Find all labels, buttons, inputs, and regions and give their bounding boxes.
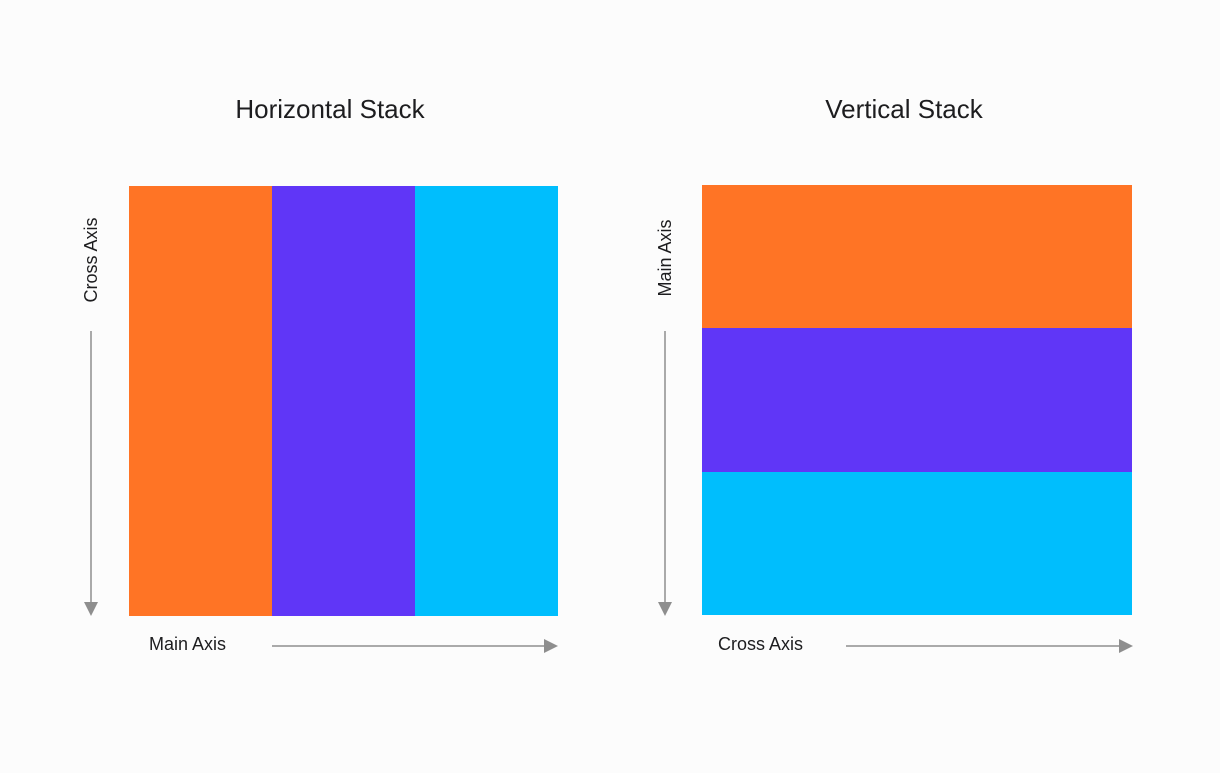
vertical-stack xyxy=(702,185,1132,615)
horizontal-stack-title: Horizontal Stack xyxy=(235,94,425,124)
vertical-main-axis-arrow xyxy=(658,331,672,616)
horizontal-cyan-block xyxy=(415,186,558,616)
horizontal-purple-block xyxy=(272,186,415,616)
vertical-stack-title: Vertical Stack xyxy=(825,94,983,124)
horizontal-cross-axis-arrow xyxy=(84,331,98,616)
vertical-cyan-block xyxy=(702,471,1132,615)
horizontal-stack xyxy=(129,186,558,616)
vertical-cross-axis-arrow xyxy=(846,639,1133,653)
vertical-purple-block xyxy=(702,328,1132,472)
horizontal-main-axis-arrow xyxy=(272,639,558,653)
vertical-orange-block xyxy=(702,185,1132,329)
horizontal-main-axis-label: Main Axis xyxy=(149,634,227,654)
horizontal-orange-block xyxy=(129,186,272,616)
vertical-cross-axis-label: Cross Axis xyxy=(718,634,804,654)
